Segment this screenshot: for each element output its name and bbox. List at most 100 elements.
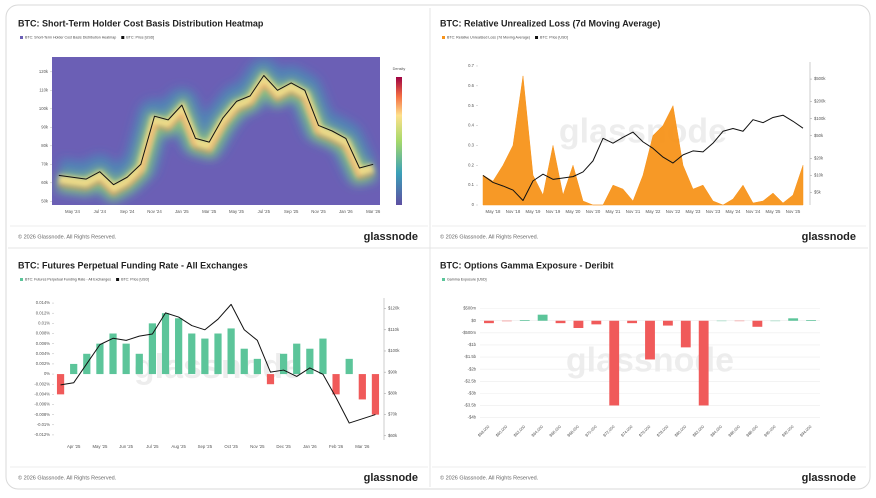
x-tick-label: Jan '26 [339, 209, 353, 214]
bar [70, 364, 77, 374]
y-tick-label: -$3.5b [464, 403, 477, 408]
x-tick-label: May '25 [229, 209, 245, 214]
bar [788, 318, 798, 320]
legend-swatch [20, 36, 23, 39]
x-tick-label: Jul '24 [94, 209, 107, 214]
y-tick-label: -0.002% [34, 381, 50, 386]
y2-tick-label: $110k [388, 327, 400, 332]
legend-swatch [20, 278, 23, 281]
y-tick-label: -$1.5b [464, 354, 477, 359]
y-tick-label: 0.014% [36, 300, 50, 305]
y-tick-label: 90k [41, 124, 49, 129]
x-tick-label: Nov '25 [250, 444, 265, 449]
x-tick-label: Mar '26 [366, 209, 381, 214]
x-tick-label: Nov '19 [546, 209, 561, 214]
x-tick-label: Jul '25 [146, 444, 159, 449]
x-tick-label: May '24 [726, 209, 742, 214]
x-tick-label: May '18 [486, 209, 502, 214]
x-tick-label: Jan '26 [303, 444, 317, 449]
x-tick-label: May '24 [65, 209, 81, 214]
footer-text: © 2026 Glassnode. All Rights Reserved. [440, 474, 539, 481]
x-tick-label: May '22 [646, 209, 662, 214]
x-tick-label: May '23 [686, 209, 702, 214]
footer-text: © 2026 Glassnode. All Rights Reserved. [18, 474, 117, 481]
bar [319, 339, 326, 375]
y-tick-label: -0.012% [34, 432, 50, 437]
y-tick-label: 0.6 [468, 83, 474, 88]
legend-swatch [442, 278, 445, 281]
x-tick-label: Nov '25 [786, 209, 801, 214]
legend-swatch [116, 278, 119, 281]
y-tick-label: 0.1 [468, 182, 474, 187]
bar [214, 334, 221, 375]
logo: glassnode [802, 231, 856, 243]
legend-swatch [442, 36, 445, 39]
x-tick-label: May '25 [766, 209, 782, 214]
y2-tick-label: $90k [388, 369, 398, 374]
x-tick-label: Dec '25 [276, 444, 291, 449]
y-tick-label: 80k [41, 143, 49, 148]
logo: glassnode [364, 472, 418, 484]
y-tick-label: -0.008% [34, 412, 50, 417]
legend-label: BTC: Price [USD] [540, 36, 568, 40]
bar [645, 321, 655, 360]
y-tick-label: 0.01% [38, 320, 50, 325]
bar [806, 320, 816, 321]
logo: glassnode [364, 231, 418, 243]
bar [149, 323, 156, 374]
bar [201, 339, 208, 375]
bar [359, 374, 366, 399]
legend-label: BTC: Futures Perpetual Funding Rate - Al… [25, 278, 111, 282]
bar [609, 321, 619, 406]
bar [574, 321, 584, 328]
bar [752, 321, 762, 327]
bar [699, 321, 709, 406]
x-tick-label: Nov '24 [147, 209, 162, 214]
y-tick-label: $500m [463, 306, 476, 311]
y-tick-label: 0% [44, 371, 50, 376]
colorbar [396, 77, 402, 205]
y-tick-label: 0.3 [468, 143, 474, 148]
y2-tick-label: $60k [388, 433, 398, 438]
legend-label: BTC: Relative Unrealized Loss (7d Moving… [447, 36, 530, 40]
y2-tick-label: $500k [814, 76, 826, 81]
y-tick-label: 60k [41, 180, 49, 185]
legend-label: BTC: Price [USD] [121, 278, 149, 282]
bar [627, 321, 637, 323]
x-tick-label: May '20 [566, 209, 582, 214]
bar [267, 374, 274, 384]
x-tick-label: Jul '25 [258, 209, 271, 214]
y-tick-label: 0.004% [36, 351, 50, 356]
y-tick-label: -$3b [468, 390, 477, 395]
bar [332, 374, 339, 394]
y-tick-label: 0.2 [468, 162, 474, 167]
y2-tick-label: $50k [814, 133, 824, 138]
x-tick-label: May '19 [526, 209, 542, 214]
bar [136, 354, 143, 374]
bar [663, 321, 673, 326]
x-tick-label: Mar '26 [355, 444, 370, 449]
y-tick-label: 0.002% [36, 361, 50, 366]
x-tick-label: Nov '23 [706, 209, 721, 214]
chart-title: BTC: Options Gamma Exposure - Deribit [440, 260, 614, 270]
bar [484, 321, 494, 323]
x-tick-label: Sep '24 [120, 209, 135, 214]
y-tick-label: 70k [41, 161, 49, 166]
logo: glassnode [802, 472, 856, 484]
x-tick-label: Jun '25 [119, 444, 133, 449]
y-tick-label: 0.008% [36, 331, 50, 336]
y-tick-label: 50k [41, 198, 49, 203]
legend-label: BTC: Short-Term Holder Cost Basis Distri… [25, 36, 116, 40]
bar [681, 321, 691, 348]
y2-tick-label: $10k [814, 172, 824, 177]
legend-label: Gamma Exposure [USD] [447, 278, 487, 282]
watermark: glassnode [559, 112, 727, 150]
y-tick-label: -$4b [468, 415, 477, 420]
y-tick-label: -0.01% [37, 422, 51, 427]
y-tick-label: 0.012% [36, 310, 50, 315]
x-tick-label: Feb '26 [329, 444, 344, 449]
chart-title: BTC: Short-Term Holder Cost Basis Distri… [18, 18, 264, 28]
x-tick-label: Sep '25 [198, 444, 213, 449]
